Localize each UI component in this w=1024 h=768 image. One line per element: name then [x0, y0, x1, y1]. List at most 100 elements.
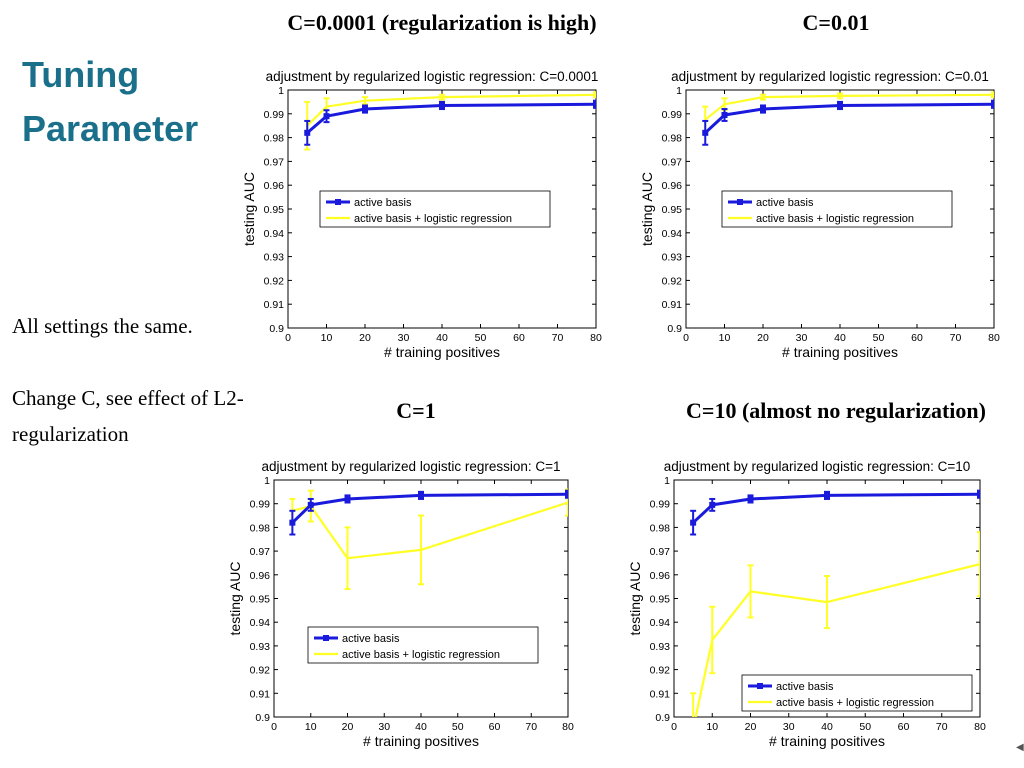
chart-title: adjustment by regularized logistic regre…: [671, 69, 989, 84]
data-point: [418, 492, 424, 499]
y-tick-label: 0.98: [264, 133, 285, 145]
panel-title: C=10 (almost no regularization): [686, 398, 986, 423]
x-tick-label: 50: [873, 332, 885, 344]
legend-box: [307, 626, 539, 664]
y-tick-label: 0.96: [264, 180, 285, 192]
chart-title: adjustment by regularized logistic regre…: [261, 459, 560, 474]
data-point: [721, 111, 728, 118]
x-tick-label: 70: [552, 332, 564, 344]
data-point: [690, 519, 697, 526]
legend-label: active basis + logistic regression: [756, 213, 914, 225]
y-axis-label: testing AUC: [639, 172, 655, 246]
y-tick-label: 0.99: [264, 109, 285, 121]
x-tick-label: 80: [590, 332, 602, 344]
y-tick-label: 0.97: [650, 546, 671, 558]
x-tick-label: 0: [671, 721, 677, 733]
x-tick-label: 60: [489, 721, 501, 733]
x-tick-label: 40: [834, 332, 846, 344]
y-axis-label: testing AUC: [227, 562, 243, 636]
data-point: [709, 501, 716, 508]
x-axis-label: # training positives: [363, 733, 479, 749]
x-tick-label: 0: [271, 721, 277, 733]
chart-title: adjustment by regularized logistic regre…: [266, 69, 599, 84]
data-point: [565, 491, 568, 498]
x-tick-label: 0: [285, 332, 291, 344]
data-point: [702, 129, 709, 136]
y-tick-label: 0.91: [662, 299, 683, 311]
data-point: [747, 495, 754, 502]
legend: active basis active basis + logistic regr…: [307, 626, 539, 664]
x-axis-label: # training positives: [769, 733, 885, 749]
x-tick-label: 60: [898, 721, 910, 733]
y-tick-label: 0.92: [264, 275, 285, 287]
chart-svg: adjustment by regularized logistic regre…: [226, 453, 602, 757]
y-tick-label: 0.95: [264, 204, 285, 216]
y-tick-label: 0.91: [264, 299, 285, 311]
chart-title: adjustment by regularized logistic regre…: [664, 459, 971, 474]
y-tick-label: 0.97: [662, 156, 683, 168]
legend-marker: [757, 683, 763, 689]
y-tick-label: 0.96: [650, 570, 671, 582]
legend-label: active basis: [776, 681, 834, 693]
y-tick-label: 0.98: [250, 522, 271, 534]
legend-marker: [323, 635, 329, 641]
y-tick-label: 0.97: [250, 546, 271, 558]
x-tick-label: 50: [452, 721, 464, 733]
series-group: [690, 489, 980, 717]
data-point: [307, 501, 314, 508]
legend-label: active basis: [756, 197, 814, 209]
chart-svg: adjustment by regularized logistic regre…: [626, 453, 1012, 757]
y-tick-label: 0.93: [250, 641, 271, 653]
legend-box: [741, 674, 973, 712]
x-tick-label: 60: [911, 332, 923, 344]
data-point: [323, 113, 330, 120]
y-tick-label: 0.91: [250, 688, 271, 700]
x-tick-label: 60: [513, 332, 525, 344]
y-axis-label: testing AUC: [241, 172, 257, 246]
legend-label: active basis + logistic regression: [342, 649, 500, 661]
slide-nav-icon: ◀: [1016, 742, 1024, 753]
y-tick-label: 0.95: [250, 594, 271, 606]
y-tick-label: 0.99: [662, 109, 683, 121]
note-change-c: Change C, see effect of L2-regularizatio…: [12, 386, 244, 446]
y-tick-label: 0.93: [650, 641, 671, 653]
y-tick-label: 0.94: [662, 228, 683, 240]
y-tick-label: 0.98: [662, 133, 683, 145]
y-tick-label: 0.91: [650, 688, 671, 700]
x-tick-label: 40: [821, 721, 833, 733]
legend: active basis active basis + logistic regr…: [319, 190, 551, 228]
x-axis-label: # training positives: [384, 344, 500, 360]
y-tick-label: 1: [664, 475, 670, 487]
x-tick-label: 80: [974, 721, 986, 733]
legend-label: active basis: [342, 633, 400, 645]
y-tick-label: 0.95: [650, 594, 671, 606]
y-tick-label: 0.99: [250, 499, 271, 511]
y-tick-label: 0.9: [655, 712, 670, 724]
y-tick-label: 0.98: [650, 522, 671, 534]
data-point: [760, 106, 766, 113]
y-tick-label: 1: [676, 85, 682, 97]
y-tick-label: 0.9: [269, 323, 284, 335]
series-group: [289, 488, 568, 591]
x-tick-label: 10: [706, 721, 718, 733]
x-tick-label: 0: [683, 332, 689, 344]
y-tick-label: 0.93: [662, 252, 683, 264]
y-tick-label: 0.95: [662, 204, 683, 216]
x-tick-label: 30: [783, 721, 795, 733]
x-tick-label: 40: [436, 332, 448, 344]
x-tick-label: 50: [475, 332, 487, 344]
x-tick-label: 20: [342, 721, 354, 733]
x-tick-label: 50: [859, 721, 871, 733]
note-settings: All settings the same.: [12, 314, 193, 338]
legend: active basis active basis + logistic regr…: [721, 190, 953, 228]
chart-svg: adjustment by regularized logistic regre…: [240, 64, 632, 368]
y-tick-label: 1: [264, 475, 270, 487]
x-tick-label: 10: [719, 332, 731, 344]
data-point: [439, 102, 445, 109]
y-tick-label: 0.9: [667, 323, 682, 335]
x-tick-label: 20: [745, 721, 757, 733]
x-tick-label: 40: [415, 721, 427, 733]
x-tick-label: 70: [525, 721, 537, 733]
legend-box: [721, 190, 953, 228]
legend-label: active basis + logistic regression: [776, 697, 934, 709]
